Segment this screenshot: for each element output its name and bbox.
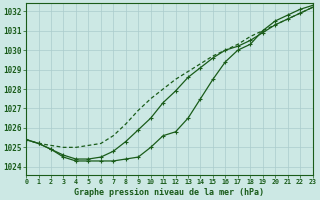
X-axis label: Graphe pression niveau de la mer (hPa): Graphe pression niveau de la mer (hPa) — [74, 188, 264, 197]
